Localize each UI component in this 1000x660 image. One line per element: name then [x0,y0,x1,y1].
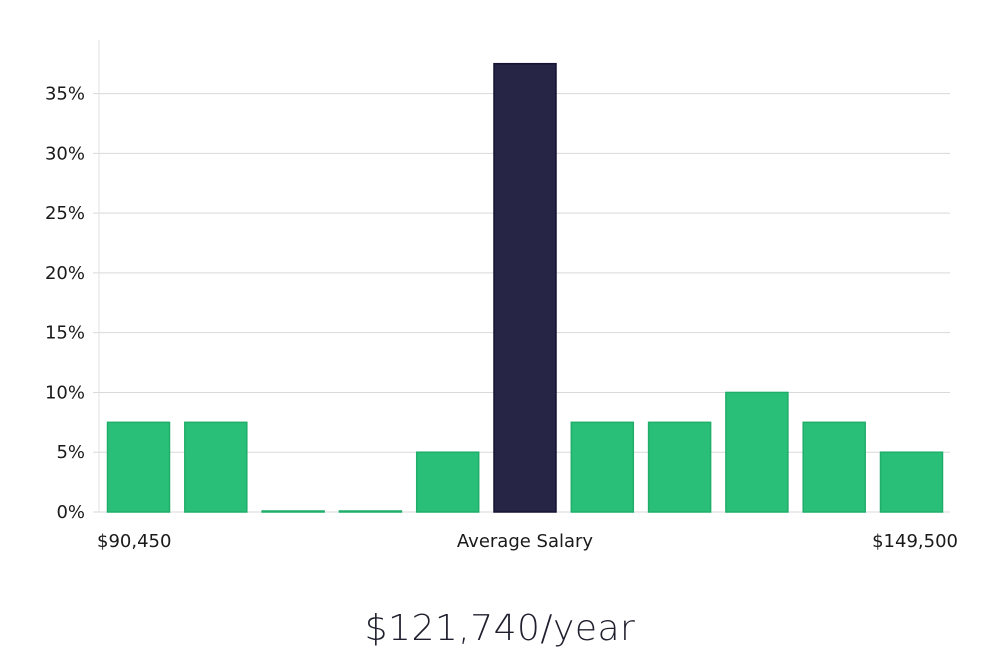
y-tick-label: 20% [45,263,85,284]
bar [261,510,325,513]
average-salary-value: $121,740/year [364,608,636,649]
y-axis-ticks: 0% 5% 10% 15% 20% 25% 30% 35% [45,84,99,523]
y-tick-label: 0% [56,502,85,523]
y-tick-label: 35% [45,84,85,105]
bar-average-salary [493,62,557,513]
x-min-label: $90,450 [97,531,171,552]
bar [725,391,789,513]
bar [570,421,635,513]
bar [106,421,171,513]
bar [802,421,866,513]
bar [647,421,712,513]
y-tick-label: 5% [56,442,85,463]
x-axis-title: Average Salary [457,531,594,552]
y-tick-label: 30% [45,143,85,164]
bar [415,451,480,513]
y-tick-label: 10% [45,382,85,403]
bar [879,451,944,513]
salary-histogram: 0% 5% 10% 15% 20% 25% 30% 35% $90,450 Average S… [45,40,958,552]
bars [106,62,944,513]
bar [338,510,403,513]
y-tick-label: 15% [45,323,85,344]
x-max-label: $149,500 [872,531,958,552]
bar [184,421,248,513]
y-tick-label: 25% [45,203,85,224]
